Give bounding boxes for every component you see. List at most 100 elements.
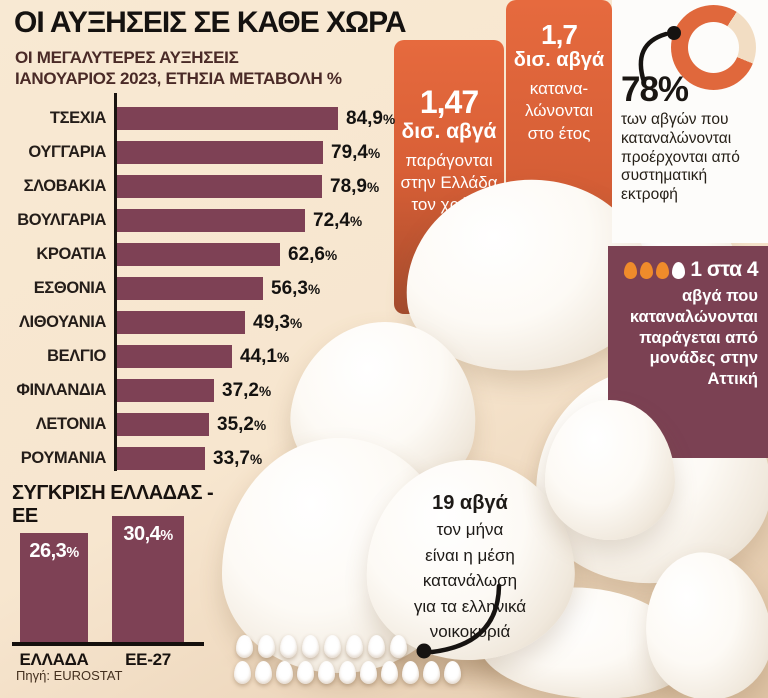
egg-icon — [390, 635, 407, 658]
egg-ratio-icons — [624, 261, 686, 279]
egg-icon — [297, 661, 314, 684]
production-number: 1,47 — [419, 84, 479, 120]
bar-row: ΤΣΕΧΙΑ 84,9% — [10, 107, 402, 130]
egg-icon — [672, 261, 686, 279]
bar-category-label: ΤΣΕΧΙΑ — [49, 109, 106, 127]
comparison-category-label: ΕΛΛΑΔΑ — [19, 650, 89, 669]
egg-icon — [368, 635, 385, 658]
bar-category-label: ΒΟΥΛΓΑΡΙΑ — [17, 211, 106, 229]
percent-sign: % — [160, 528, 173, 544]
egg-icon — [255, 661, 272, 684]
bar-value-label: 78,9% — [330, 176, 380, 197]
egg-icon — [624, 261, 638, 279]
bar-category-label: ΒΕΛΓΙΟ — [47, 347, 106, 365]
comparison-bar: 26,3% — [20, 533, 88, 642]
production-unit: δισ. αβγά — [401, 119, 497, 143]
egg-icon — [318, 661, 335, 684]
percent-sign: % — [349, 214, 363, 229]
egg-icon — [656, 261, 670, 279]
bar-value-label: 72,4% — [313, 210, 363, 231]
egg-icon — [346, 635, 363, 658]
bar-category-label: ΛΙΘΟΥΑΝΙΑ — [18, 313, 106, 331]
egg-icon — [234, 661, 251, 684]
consumption-unit: δισ. αβγά — [513, 49, 605, 72]
bar-value-label: 37,2% — [222, 380, 272, 401]
egg-photo — [545, 400, 675, 540]
egg-icon — [236, 635, 253, 658]
donut-chart — [671, 5, 756, 90]
bar-row: ΦΙΝΛΑΝΔΙΑ 37,2% — [10, 379, 402, 402]
donut-description: των αβγών που καταναλώνονται προέρχονται… — [621, 110, 740, 204]
bar-value-label: 79,4% — [331, 142, 381, 163]
egg-icon — [280, 635, 297, 658]
bar — [117, 447, 205, 470]
bar — [117, 209, 305, 232]
percent-sign: % — [366, 180, 380, 195]
percent-sign: % — [382, 112, 396, 127]
egg-icon — [276, 661, 293, 684]
source-credit: Πηγή: EUROSTAT — [16, 668, 123, 683]
egg-icon — [402, 661, 419, 684]
bar-value-label: 49,3% — [253, 312, 303, 333]
bar-value-label: 84,9% — [346, 108, 396, 129]
bar — [117, 379, 214, 402]
donut-stat: 78% των αβγών που καταναλώνονται προέρχο… — [621, 70, 763, 205]
egg-icon — [381, 661, 398, 684]
bar — [117, 277, 263, 300]
consumption-text: κατανα- λώνονται στο έτος — [524, 79, 594, 143]
egg-icon — [423, 661, 440, 684]
percent-sign: % — [258, 384, 272, 399]
bar — [117, 345, 232, 368]
household-headline: 19 αβγά — [432, 492, 508, 514]
egg-icon — [640, 261, 654, 279]
comparison-category-label: ΕΕ-27 — [125, 650, 171, 669]
bar — [117, 141, 323, 164]
bar-row: ΒΟΥΛΓΑΡΙΑ 72,4% — [10, 209, 402, 232]
attica-headline: 1 στα 4 — [690, 258, 758, 281]
bar-row: ΟΥΓΓΑΡΙΑ 79,4% — [10, 141, 402, 164]
percent-sign: % — [276, 350, 290, 365]
bar — [117, 413, 209, 436]
egg-pictogram-row — [236, 635, 461, 658]
bar — [117, 311, 245, 334]
bar-category-label: ΣΛΟΒΑΚΙΑ — [23, 177, 107, 195]
bar-value-label: 62,6% — [288, 244, 338, 265]
bar-row: ΛΙΘΟΥΑΝΙΑ 49,3% — [10, 311, 402, 334]
increase-bar-chart: ΤΣΕΧΙΑ 84,9% ΟΥΓΓΑΡΙΑ 79,4% ΣΛΟΒΑΚΙΑ 78,9% ΒΟΥ… — [10, 93, 402, 480]
bar-value-label: 44,1% — [240, 346, 290, 367]
systematic-farming-panel: 78% των αβγών που καταναλώνονται προέρχο… — [612, 0, 768, 243]
bar-row: ΚΡΟΑΤΙΑ 62,6% — [10, 243, 402, 266]
donut-percent: 78% — [621, 70, 689, 109]
page-title: ΟΙ ΑΥΞΗΣΕΙΣ ΣΕ ΚΑΘΕ ΧΩΡΑ — [14, 6, 407, 39]
attica-text: αβγά που καταναλώνονται παράγεται από μο… — [629, 287, 758, 389]
greece-eu-chart: ΣΥΓΚΡΙΣΗ ΕΛΛΑΔΑΣ - ΕΕ 26,3% ΕΛΛΑΔΑ 30,4% ΕΕ… — [12, 482, 222, 682]
consumption-number: 1,7 — [541, 19, 578, 50]
page-subtitle: ΟΙ ΜΕΓΑΛΥΤΕΡΕΣ ΑΥΞΗΣΕΙΣ ΙΑΝΟΥΑΡΙΟΣ 2023,… — [15, 48, 342, 88]
household-consumption-note: 19 αβγά τον μήνα είναι η μέση κατανάλωση… — [375, 492, 565, 645]
percent-sign: % — [324, 248, 338, 263]
monthly-eggs-pictogram — [234, 635, 461, 684]
percent-sign: % — [249, 452, 263, 467]
egg-pictogram-row — [234, 661, 461, 684]
household-text: τον μήνα είναι η μέση κατανάλωση για τα … — [413, 520, 527, 641]
egg-icon — [302, 635, 319, 658]
percent-sign: % — [367, 146, 381, 161]
production-stat-box: 1,47 δισ. αβγά παράγονται στην Ελλάδα το… — [394, 40, 504, 314]
chart-axis — [114, 93, 117, 471]
bar-row: ΒΕΛΓΙΟ 44,1% — [10, 345, 402, 368]
bar — [117, 243, 280, 266]
egg-icon — [339, 661, 356, 684]
bar-category-label: ΚΡΟΑΤΙΑ — [36, 245, 106, 263]
bar-category-label: ΟΥΓΓΑΡΙΑ — [28, 143, 106, 161]
bar-category-label: ΦΙΝΛΑΝΔΙΑ — [16, 381, 106, 399]
bar-category-label: ΡΟΥΜΑΝΙΑ — [20, 449, 107, 467]
comparison-baseline — [12, 642, 204, 646]
bar — [117, 107, 338, 130]
bar-row: ΡΟΥΜΑΝΙΑ 33,7% — [10, 447, 402, 470]
bar-row: ΣΛΟΒΑΚΙΑ 78,9% — [10, 175, 402, 198]
egg-icon — [360, 661, 377, 684]
egg-icon — [444, 661, 461, 684]
bar-value-label: 33,7% — [213, 448, 263, 469]
bar — [117, 175, 322, 198]
